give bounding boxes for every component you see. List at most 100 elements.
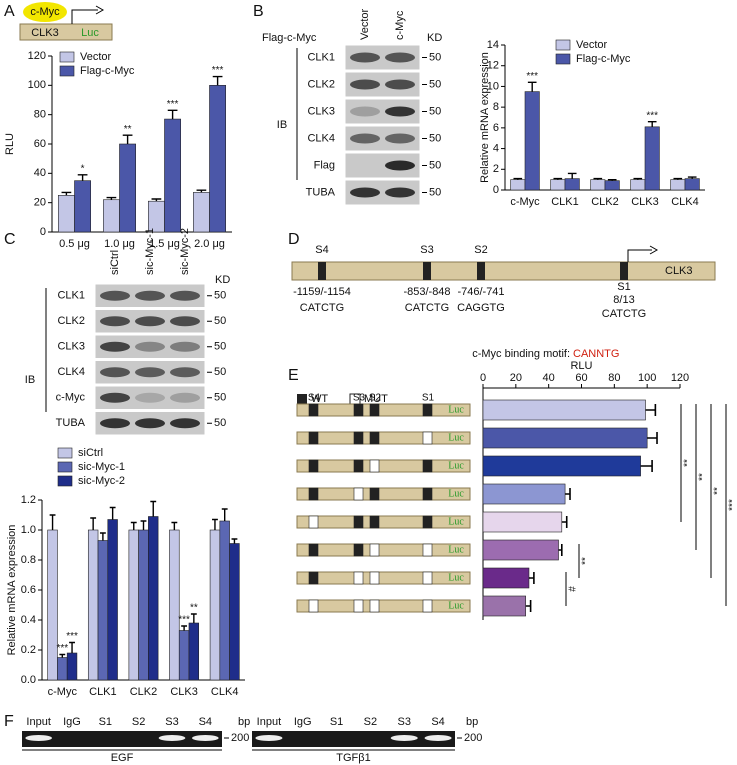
blot-unit: KD (215, 274, 230, 286)
lane-label: siCtrl (109, 250, 121, 275)
lane-label: Input (26, 716, 50, 728)
tss-arrow-head (649, 245, 659, 255)
band (385, 160, 415, 171)
y-tick-label: 0.2 (21, 644, 36, 656)
significance: *** (646, 110, 658, 121)
comparison-label: ** (683, 459, 694, 467)
site-name: S1 (617, 281, 630, 293)
site-box (422, 599, 433, 613)
error-bar (196, 189, 207, 193)
legend-label: Vector (80, 51, 112, 63)
error-bar (190, 613, 197, 623)
error-bar (567, 172, 577, 179)
band (135, 367, 165, 378)
site-box (369, 571, 380, 585)
site-box (308, 515, 319, 529)
comparison-label: ** (698, 473, 709, 481)
gene-label: CLK3 (665, 265, 693, 277)
site-sequence: CATCTG (405, 302, 449, 314)
reporter-label: Luc (448, 488, 464, 499)
y-axis-label: Relative mRNA expression (479, 52, 491, 183)
reporter-label: Luc (448, 600, 464, 611)
bar (604, 180, 620, 191)
row-label: CLK2 (307, 78, 335, 90)
size-unit: bp (466, 716, 478, 728)
promoter-bar (291, 261, 716, 281)
band (135, 316, 165, 327)
panel-letter: F (4, 713, 14, 730)
row-label: c-Myc (56, 392, 86, 404)
legend-label: sic-Myc-1 (78, 461, 125, 473)
bar (103, 199, 120, 233)
x-axis-label: RLU (570, 360, 592, 372)
panel-letter: B (253, 3, 264, 20)
error-bar (525, 600, 532, 612)
error-bar (527, 81, 537, 92)
site-box (422, 515, 433, 529)
error-bar (673, 177, 683, 180)
error-bar (513, 177, 523, 180)
error-bar (61, 191, 72, 196)
row-label: TUBA (306, 186, 336, 198)
site-box (353, 403, 364, 417)
y-axis-label: Relative mRNA expression (6, 525, 18, 656)
marker-label: 50 (429, 132, 441, 144)
lane-label: S2 (132, 716, 145, 728)
error-bar (150, 500, 157, 517)
error-bar (221, 508, 228, 521)
bar (164, 118, 182, 233)
row-label: CLK1 (307, 51, 335, 63)
y-tick-label: 80 (34, 109, 46, 121)
lane-label: Vector (359, 8, 371, 40)
site-box (308, 403, 319, 417)
site-name: S4 (315, 244, 328, 256)
site-box (477, 262, 485, 280)
site-box (353, 571, 364, 585)
reporter-label: Luc (448, 404, 464, 415)
significance: *** (56, 643, 68, 654)
bar (178, 630, 190, 681)
legend-label: Vector (576, 39, 608, 51)
y-tick-label: 2 (493, 163, 499, 175)
comparison-label: # (568, 586, 579, 592)
error-bar (231, 538, 238, 544)
bar (644, 126, 660, 191)
y-tick-label: 0 (40, 226, 46, 238)
bar (148, 516, 159, 681)
reporter-label: Luc (81, 27, 99, 39)
band (100, 367, 130, 378)
panel-letter: D (288, 231, 300, 248)
y-tick-label: 0.4 (21, 614, 36, 626)
x-tick-label: 60 (575, 372, 587, 384)
legend-swatch (57, 461, 73, 473)
marker-label: 50 (214, 392, 226, 404)
row-label: TUBA (56, 417, 86, 429)
lane-label: c-Myc (394, 10, 406, 40)
bar (57, 195, 75, 233)
legend-swatch (57, 475, 73, 487)
bar (550, 179, 566, 191)
site-position: -746/-741 (457, 286, 504, 298)
construct-bar (296, 515, 471, 529)
site-box (369, 487, 380, 501)
x-tick-label: CLK1 (551, 196, 579, 208)
x-tick-label: CLK4 (211, 686, 239, 698)
bar (229, 543, 240, 681)
band (100, 316, 130, 327)
legend-label: siCtrl (78, 447, 103, 459)
x-tick-label: 100 (638, 372, 656, 384)
bar (482, 539, 559, 561)
error-bar (647, 432, 658, 444)
error-bar (130, 521, 137, 530)
x-tick-label: 1.5 μg (149, 238, 180, 250)
panel-letter: A (4, 3, 15, 20)
gel (252, 731, 455, 747)
blot-condition: Flag-c-Myc (262, 32, 317, 44)
bar (209, 529, 221, 681)
site-box (422, 403, 433, 417)
significance: ** (190, 603, 198, 614)
error-bar (140, 520, 147, 530)
bar (209, 85, 227, 233)
blot-unit: KD (427, 32, 442, 44)
bar (684, 178, 700, 191)
